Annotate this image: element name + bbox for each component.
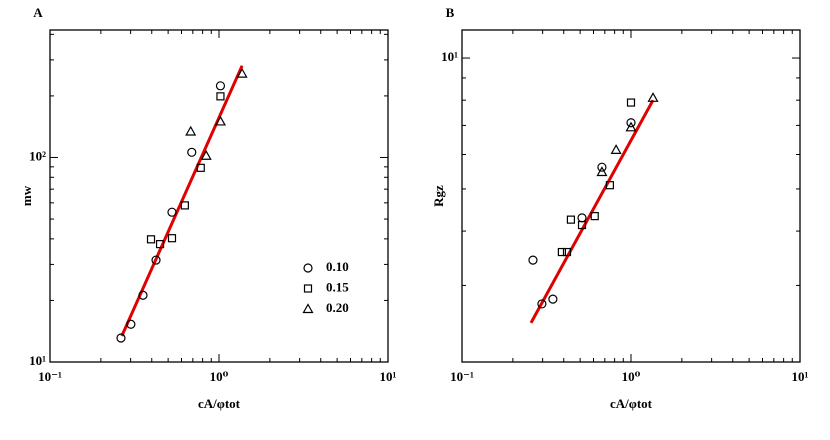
- data-point: [196, 163, 205, 172]
- data-point: [180, 201, 189, 210]
- data-point: [596, 166, 608, 177]
- x-tick-label: 10¹: [380, 369, 397, 384]
- data-point: [537, 299, 547, 309]
- data-point: [647, 92, 659, 102]
- data-point: [562, 247, 572, 257]
- panel-label: B: [446, 5, 455, 20]
- legend-label: 0.20: [326, 300, 349, 315]
- legend-label: 0.15: [326, 279, 349, 294]
- data-point: [626, 98, 636, 107]
- data-point: [151, 255, 161, 265]
- legend-label: 0.10: [326, 259, 349, 274]
- data-point: [626, 118, 636, 128]
- data-point: [200, 149, 212, 160]
- data-point: [528, 255, 538, 265]
- y-tick-label: 10¹: [29, 353, 46, 368]
- x-axis-label: cA/φtot: [610, 396, 653, 411]
- data-point: [126, 319, 136, 329]
- data-point: [138, 290, 148, 300]
- y-tick-label: 10²: [29, 148, 46, 163]
- data-point: [167, 207, 177, 217]
- legend-marker: [303, 284, 313, 293]
- data-point: [236, 67, 248, 78]
- data-point: [590, 212, 599, 221]
- data-point: [548, 294, 558, 304]
- data-point: [185, 125, 197, 136]
- data-point: [577, 213, 587, 223]
- data-point: [605, 181, 614, 190]
- legend-marker: [303, 263, 313, 273]
- data-point: [215, 81, 226, 91]
- y-axis-label: Rgz: [431, 185, 446, 207]
- x-tick-label: 10⁰: [622, 369, 641, 384]
- x-tick-label: 10¹: [792, 369, 809, 384]
- data-point: [577, 220, 587, 230]
- data-point: [625, 121, 637, 132]
- data-point: [187, 147, 197, 157]
- x-axis-label: cA/φtot: [198, 396, 241, 411]
- x-tick-label: 10⁰: [210, 369, 229, 384]
- fit-line: [120, 65, 244, 337]
- x-tick-label: 10⁻¹: [38, 369, 62, 384]
- data-point: [216, 92, 225, 101]
- y-axis-label: mw: [19, 185, 34, 206]
- panel-label: A: [33, 5, 43, 20]
- data-point: [610, 144, 622, 154]
- data-point: [214, 115, 226, 126]
- data-point: [597, 162, 607, 172]
- fit-line: [529, 99, 655, 324]
- data-point: [116, 333, 126, 343]
- data-point: [155, 240, 165, 249]
- x-tick-label: 10⁻¹: [450, 369, 474, 384]
- data-point: [566, 215, 576, 224]
- data-point: [146, 235, 156, 244]
- plot-frame: [461, 29, 801, 363]
- data-point: [167, 234, 177, 243]
- data-point: [557, 247, 566, 257]
- y-tick-label: 10¹: [441, 49, 458, 64]
- legend-marker: [302, 303, 314, 314]
